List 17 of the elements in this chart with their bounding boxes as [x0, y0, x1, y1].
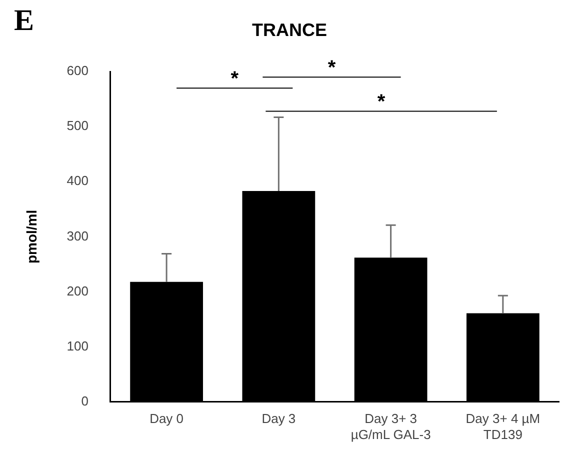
y-tick-label: 400 — [66, 173, 88, 188]
annotation: * — [230, 68, 239, 90]
y-tick-label: 500 — [66, 118, 88, 134]
y-tick-label: 100 — [66, 338, 88, 354]
y-tick-label: 0 — [81, 393, 88, 408]
x-tick-label: Day 3+ 3 µG/mL GAL-3 — [350, 411, 431, 442]
chart-title: TRANCE — [252, 20, 327, 40]
annotation: * — [377, 91, 386, 114]
y-tick-label: 600 — [66, 63, 88, 78]
annotation: * — [328, 57, 336, 80]
x-tick-label: Day 3+ 4 µM TD139 — [466, 411, 540, 442]
x-tick-label: Day 0 — [150, 411, 184, 426]
y-tick-label: 200 — [66, 283, 88, 298]
y-tick-label: 300 — [66, 228, 88, 244]
y-axis-title: pmol/ml — [23, 210, 40, 264]
x-tick-label: Day 3 — [262, 411, 296, 426]
text: E — [14, 4, 34, 38]
